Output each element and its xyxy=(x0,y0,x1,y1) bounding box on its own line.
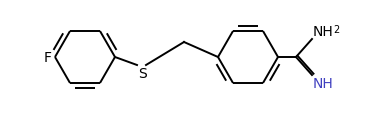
Text: F: F xyxy=(44,51,52,64)
Text: NH: NH xyxy=(313,76,334,90)
Text: NH: NH xyxy=(313,25,334,39)
Text: S: S xyxy=(138,66,147,80)
Text: 2: 2 xyxy=(333,25,339,35)
